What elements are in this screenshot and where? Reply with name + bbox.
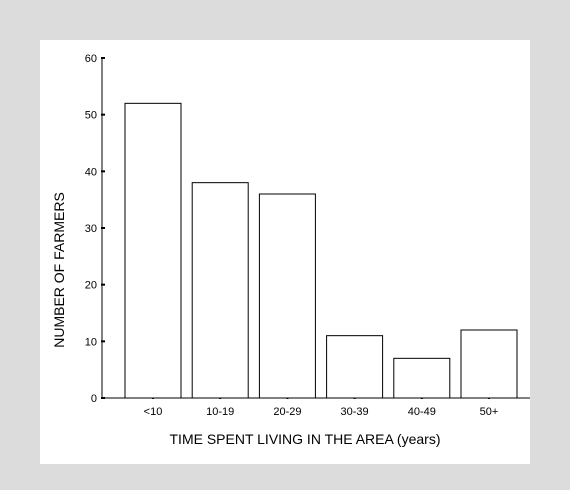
x-tick-label: 50+ [480, 406, 499, 418]
bar-3 [326, 335, 384, 399]
x-axis-title: TIME SPENT LIVING IN THE AREA (years) [170, 431, 441, 447]
x-tick-label: 30-39 [341, 406, 369, 418]
y-tick-label: 30 [85, 223, 97, 235]
x-tick-label: 40-49 [408, 406, 436, 418]
y-axis: 0 10 20 30 40 50 60 [85, 53, 105, 405]
y-tick-label: 20 [85, 280, 97, 292]
x-axis: <10 10-19 20-29 30-39 40-49 50+ [102, 396, 530, 418]
y-tick-label: 40 [85, 166, 97, 178]
bar-2 [258, 193, 316, 399]
bar-chart: 0 10 20 30 40 50 60 <10 10-19 20-29 30-39 40-49 50+… [51, 53, 530, 447]
x-tick-label: 10-19 [206, 406, 234, 418]
y-tick-label: 50 [85, 110, 97, 122]
bar-4 [393, 357, 451, 399]
chart-panel: 0 10 20 30 40 50 60 <10 10-19 20-29 30-39 40-49 50+… [40, 40, 530, 464]
y-tick-label: 10 [85, 336, 97, 348]
y-axis-title: NUMBER OF FARMERS [51, 192, 67, 348]
bars [124, 102, 518, 399]
x-tick-label: <10 [144, 406, 163, 418]
bar-0 [124, 102, 182, 399]
bar-1 [191, 182, 249, 399]
bar-5 [460, 329, 518, 399]
y-tick-label: 60 [85, 53, 97, 65]
y-tick-label: 0 [91, 393, 97, 405]
x-tick-label: 20-29 [273, 406, 301, 418]
